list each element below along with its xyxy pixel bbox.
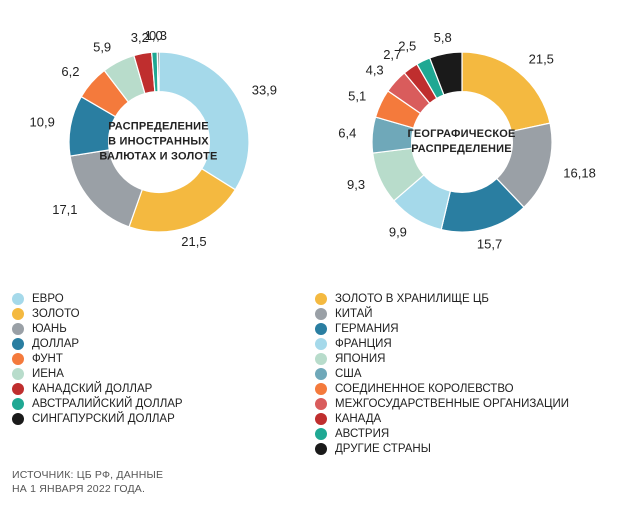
legend-swatch (315, 293, 327, 305)
segment-value-label: 4,3 (365, 63, 383, 78)
legend-label: ФУНТ (32, 353, 63, 365)
segment-value-label: 15,7 (476, 236, 501, 251)
chart-left-wrap: 33,921,517,110,96,25,93,21,00,3 РАСПРЕДЕ… (19, 12, 299, 272)
legend-item: ЮАНЬ (12, 323, 305, 335)
segment-value-label: 17,1 (52, 202, 77, 217)
legend-swatch (12, 413, 24, 425)
legend-label: ЕВРО (32, 293, 64, 305)
legend-label: КАНАДА (335, 413, 381, 425)
legend-swatch (12, 338, 24, 350)
legend-label: ЗОЛОТО (32, 308, 80, 320)
charts-row: 33,921,517,110,96,25,93,21,00,3 РАСПРЕДЕ… (12, 12, 608, 272)
legend-label: КИТАЙ (335, 308, 373, 320)
segment-value-label: 2,5 (398, 38, 416, 53)
legend-item: КИТАЙ (315, 308, 608, 320)
legend-label: КАНАДСКИЙ ДОЛЛАР (32, 383, 152, 395)
segment-value-label: 33,9 (251, 83, 276, 98)
legend-item: ГЕРМАНИЯ (315, 323, 608, 335)
legend-swatch (12, 353, 24, 365)
segment-value-label: 21,5 (528, 52, 553, 67)
legend-swatch (315, 353, 327, 365)
legend-swatch (315, 443, 327, 455)
legend-swatch (315, 308, 327, 320)
legend-item: ДОЛЛАР (12, 338, 305, 350)
legend-right: ЗОЛОТО В ХРАНИЛИЩЕ ЦБ КИТАЙ ГЕРМАНИЯ ФРАНЦИ… (315, 290, 608, 458)
legend-swatch (12, 368, 24, 380)
segment-value-label: 9,9 (388, 225, 406, 240)
legend-swatch (12, 323, 24, 335)
legend-label: ФРАНЦИЯ (335, 338, 392, 350)
legend-label: ДОЛЛАР (32, 338, 79, 350)
legend-item: КАНАДСКИЙ ДОЛЛАР (12, 383, 305, 395)
legend-swatch (315, 323, 327, 335)
legend-label: ИЕНА (32, 368, 64, 380)
legend-swatch (12, 398, 24, 410)
legend-swatch (12, 293, 24, 305)
source-note: ИСТОЧНИК: ЦБ РФ, ДАННЫЕ НА 1 ЯНВАРЯ 2022… (12, 468, 608, 496)
legend-label: МЕЖГОСУДАРСТВЕННЫЕ ОРГАНИЗАЦИИ (335, 398, 569, 410)
legend-item: ДРУГИЕ СТРАНЫ (315, 443, 608, 455)
segment-value-label: 5,1 (348, 89, 366, 104)
segment-value-label: 5,8 (433, 30, 451, 45)
legend-swatch (315, 398, 327, 410)
segment-value-label: 5,9 (93, 39, 111, 54)
donut-segment (157, 52, 159, 92)
legend-item: ЗОЛОТО (12, 308, 305, 320)
legend-item: ФРАНЦИЯ (315, 338, 608, 350)
legends-row: ЕВРО ЗОЛОТО ЮАНЬ ДОЛЛАР ФУНТ ИЕНА КАНАДСКИЙ ДО… (12, 290, 608, 458)
legend-item: США (315, 368, 608, 380)
legend-item: СИНГАПУРСКИЙ ДОЛЛАР (12, 413, 305, 425)
segment-value-label: 21,5 (181, 234, 206, 249)
chart-right-wrap: 21,516,1815,79,99,36,45,14,32,72,55,8 ГЕ… (322, 12, 602, 272)
legend-left: ЕВРО ЗОЛОТО ЮАНЬ ДОЛЛАР ФУНТ ИЕНА КАНАДСКИЙ ДО… (12, 290, 305, 458)
segment-value-label: 6,2 (61, 64, 79, 79)
chart-left-block: 33,921,517,110,96,25,93,21,00,3 РАСПРЕДЕ… (12, 12, 305, 272)
legend-item: ЗОЛОТО В ХРАНИЛИЩЕ ЦБ (315, 293, 608, 305)
legend-item: ФУНТ (12, 353, 305, 365)
legend-swatch (12, 308, 24, 320)
source-line-2: НА 1 ЯНВАРЯ 2022 ГОДА. (12, 482, 608, 496)
legend-label: ГЕРМАНИЯ (335, 323, 399, 335)
legend-label: ЮАНЬ (32, 323, 67, 335)
legend-item: АВСТРИЯ (315, 428, 608, 440)
legend-swatch (315, 413, 327, 425)
legend-label: СИНГАПУРСКИЙ ДОЛЛАР (32, 413, 175, 425)
legend-item: МЕЖГОСУДАРСТВЕННЫЕ ОРГАНИЗАЦИИ (315, 398, 608, 410)
source-line-1: ИСТОЧНИК: ЦБ РФ, ДАННЫЕ (12, 468, 608, 482)
legend-label: СОЕДИНЕННОЕ КОРОЛЕВСТВО (335, 383, 514, 395)
segment-value-label: 16,18 (563, 165, 596, 180)
legend-label: ЗОЛОТО В ХРАНИЛИЩЕ ЦБ (335, 293, 489, 305)
legend-item: АВСТРАЛИЙСКИЙ ДОЛЛАР (12, 398, 305, 410)
legend-swatch (315, 428, 327, 440)
chart-right-title: ГЕОГРАФИЧЕСКОЕРАСПРЕДЕЛЕНИЕ (392, 127, 532, 157)
legend-label: ЯПОНИЯ (335, 353, 385, 365)
legend-item: КАНАДА (315, 413, 608, 425)
segment-value-label: 6,4 (338, 126, 356, 141)
chart-right-block: 21,516,1815,79,99,36,45,14,32,72,55,8 ГЕ… (315, 12, 608, 272)
legend-swatch (315, 338, 327, 350)
legend-swatch (315, 368, 327, 380)
segment-value-label: 10,9 (29, 114, 54, 129)
legend-item: ЯПОНИЯ (315, 353, 608, 365)
legend-label: США (335, 368, 362, 380)
legend-label: АВСТРАЛИЙСКИЙ ДОЛЛАР (32, 398, 183, 410)
legend-label: АВСТРИЯ (335, 428, 389, 440)
legend-item: ЕВРО (12, 293, 305, 305)
chart-left-title: РАСПРЕДЕЛЕНИЕВ ИНОСТРАННЫХВАЛЮТАХ И ЗОЛО… (89, 120, 229, 165)
segment-value-label: 0,3 (148, 28, 166, 43)
legend-item: СОЕДИНЕННОЕ КОРОЛЕВСТВО (315, 383, 608, 395)
segment-value-label: 9,3 (347, 177, 365, 192)
legend-swatch (315, 383, 327, 395)
legend-swatch (12, 383, 24, 395)
legend-label: ДРУГИЕ СТРАНЫ (335, 443, 431, 455)
legend-item: ИЕНА (12, 368, 305, 380)
